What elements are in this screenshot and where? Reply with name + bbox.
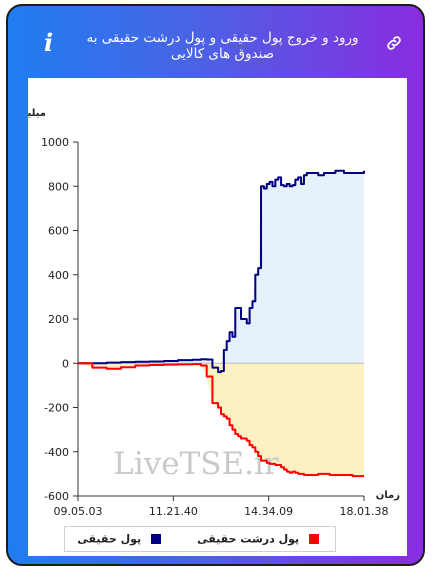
- card-header: i ورود و خروج پول حقیقی و پول درشت حقیقی…: [8, 6, 423, 76]
- y-tick-label: 200: [48, 313, 69, 326]
- series-fill-0: [78, 170, 364, 364]
- y-tick-label: -600: [44, 490, 69, 503]
- y-tick-label: -200: [44, 402, 69, 415]
- y-tick-label: 400: [48, 269, 69, 282]
- info-icon[interactable]: i: [44, 28, 54, 57]
- y-tick-label: 0: [62, 357, 69, 370]
- legend-label-real-money: پول حقیقی: [77, 532, 142, 546]
- chart-svg: LiveTSE.ir -600 -400 -200 0 200 400 600 800 1000…: [8, 108, 400, 518]
- series-line-0: [78, 169, 365, 374]
- y-tick-label: -400: [44, 446, 69, 459]
- series-line-1: [78, 362, 364, 478]
- watermark: LiveTSE.ir: [113, 446, 279, 482]
- x-tick-label: 14.34.09: [244, 505, 293, 518]
- chart-panel: LiveTSE.ir -600 -400 -200 0 200 400 600 800 1000…: [8, 78, 407, 556]
- chart-title: ورود و خروج پول حقیقی و پول درشت حقیقی ب…: [86, 30, 359, 62]
- series-fill-1: [78, 363, 364, 477]
- y-tick-label: 1000: [41, 136, 69, 149]
- link-icon[interactable]: [385, 34, 403, 52]
- chart-card: i ورود و خروج پول حقیقی و پول درشت حقیقی…: [6, 4, 425, 566]
- y-tick-label: 800: [48, 180, 69, 193]
- legend-item-real-money[interactable]: پول حقیقی: [77, 532, 161, 546]
- legend-label-big-real-money: پول درشت حقیقی: [197, 532, 300, 546]
- x-axis-label: زمان: [376, 490, 400, 501]
- x-tick-label: 11.21.40: [149, 505, 198, 518]
- y-axis-label: میلیارد تومان: [28, 108, 46, 119]
- legend-swatch-real-money: [151, 534, 161, 544]
- legend-swatch-big-real-money: [309, 534, 319, 544]
- legend: پول درشت حقیقی پول حقیقی: [64, 526, 336, 552]
- x-tick-label: 09.05.03: [54, 505, 103, 518]
- legend-item-big-real-money[interactable]: پول درشت حقیقی: [197, 532, 319, 546]
- x-tick-label: 18.01.38: [340, 505, 389, 518]
- y-tick-label: 600: [48, 225, 69, 238]
